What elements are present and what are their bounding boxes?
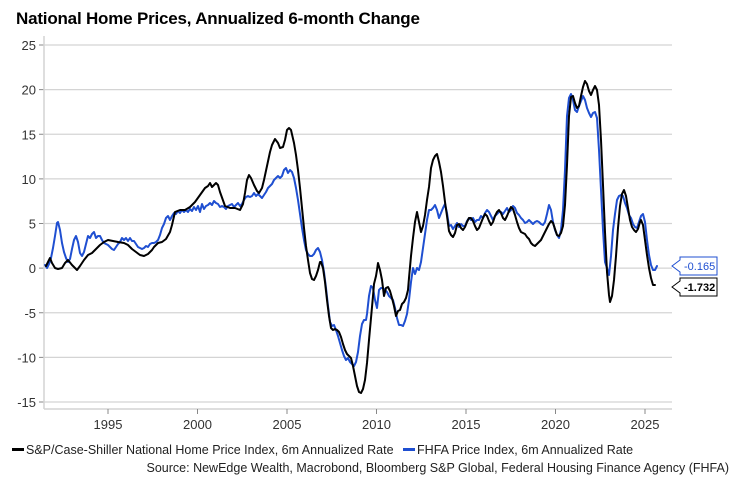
y-tick-label: -15 bbox=[17, 395, 36, 410]
legend-swatch-blue bbox=[403, 448, 416, 451]
x-tick-label: 2015 bbox=[452, 417, 481, 432]
end-label-fhfa: -0.165 bbox=[671, 256, 718, 276]
end-labels: -0.165 -1.732 bbox=[671, 256, 718, 297]
x-tick-label: 2020 bbox=[541, 417, 570, 432]
legend-label: FHFA Price Index, 6m Annualized Rate bbox=[417, 442, 634, 457]
y-tick-label: 5 bbox=[29, 217, 36, 232]
source-note: Source: NewEdge Wealth, Macrobond, Bloom… bbox=[146, 461, 729, 475]
y-tick-label: -5 bbox=[24, 306, 36, 321]
y-tick-label: 25 bbox=[22, 38, 36, 53]
y-tick-label: 10 bbox=[22, 172, 36, 187]
legend-swatch-black bbox=[12, 448, 24, 451]
y-tick-label: 0 bbox=[29, 261, 36, 276]
legend-item-fhfa: FHFA Price Index, 6m Annualized Rate bbox=[403, 443, 633, 457]
legend: S&P/Case-Shiller National Home Price Ind… bbox=[12, 440, 639, 457]
end-label-box bbox=[671, 277, 718, 297]
x-tick-label: 2000 bbox=[183, 417, 212, 432]
legend-label: S&P/Case-Shiller National Home Price Ind… bbox=[26, 442, 394, 457]
legend-item-case-shiller: S&P/Case-Shiller National Home Price Ind… bbox=[12, 443, 394, 457]
x-tick-label: 1995 bbox=[94, 417, 123, 432]
x-tick-label: 2025 bbox=[631, 417, 660, 432]
chart-title: National Home Prices, Annualized 6-month… bbox=[16, 9, 420, 28]
end-label-text: -1.732 bbox=[684, 282, 715, 294]
end-label-box bbox=[671, 256, 718, 276]
series-line-case-shiller bbox=[45, 80, 656, 394]
end-label-text: -0.165 bbox=[684, 261, 715, 273]
y-tick-label: -10 bbox=[17, 350, 36, 365]
x-tick-label: 2010 bbox=[362, 417, 391, 432]
end-label-case-shiller: -1.732 bbox=[671, 277, 718, 297]
y-tick-label: 15 bbox=[22, 127, 36, 142]
y-tick-label: 20 bbox=[22, 83, 36, 98]
x-tick-label: 2005 bbox=[273, 417, 302, 432]
series-group bbox=[44, 80, 658, 394]
